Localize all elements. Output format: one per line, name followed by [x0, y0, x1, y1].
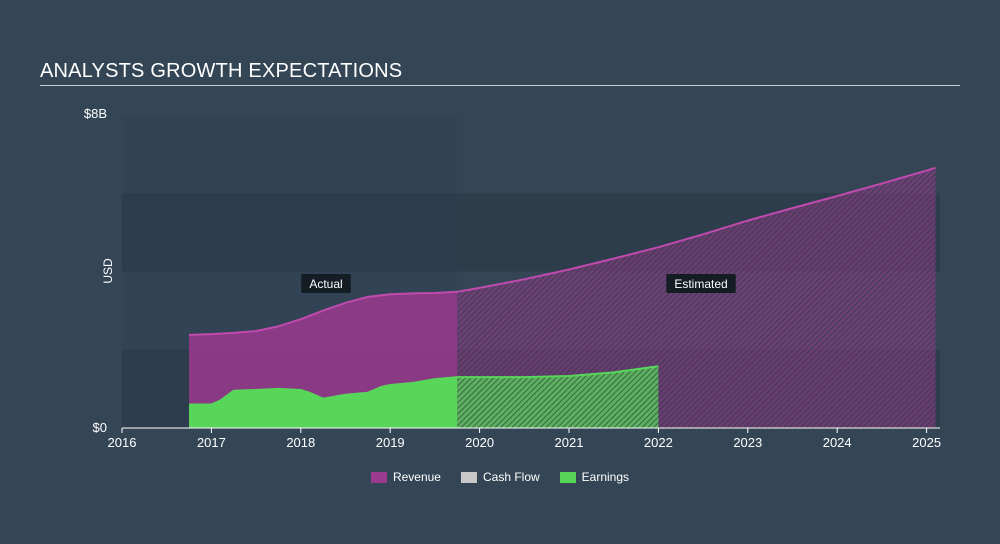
revenue-area-estimated — [457, 167, 936, 429]
legend-label-earnings: Earnings — [581, 470, 630, 484]
chart-legend: Revenue Cash Flow Earnings — [0, 470, 1000, 484]
y-tick-label-8b: $8B — [84, 106, 107, 121]
legend-label-revenue: Revenue — [392, 470, 441, 484]
earnings-area-estimated — [457, 366, 659, 428]
legend-swatch-revenue — [370, 471, 387, 483]
y-axis-label: USD — [101, 258, 115, 284]
estimated-label-bg — [666, 274, 736, 293]
estimated-label: Estimated — [674, 277, 727, 291]
x-tick-label-2018: 2018 — [286, 435, 315, 450]
earnings-area-actual — [189, 377, 458, 428]
actual-label-bg — [301, 274, 351, 293]
x-tick-label-2016: 2016 — [108, 435, 137, 450]
x-tick-label-2021: 2021 — [555, 435, 584, 450]
legend-swatch-earnings — [559, 471, 576, 483]
legend-item-revenue[interactable]: Revenue — [370, 470, 441, 484]
x-tick-label-2025: 2025 — [912, 435, 941, 450]
title-divider — [40, 85, 960, 86]
x-tick-label-2020: 2020 — [465, 435, 494, 450]
legend-item-earnings[interactable]: Earnings — [559, 470, 630, 484]
actual-label: Actual — [309, 277, 342, 291]
legend-swatch-cash-flow — [460, 471, 477, 483]
revenue-line — [188, 166, 936, 336]
chart-title: ANALYSTS GROWTH EXPECTATIONS — [40, 60, 403, 82]
legend-label-cash-flow: Cash Flow — [482, 470, 540, 484]
y-tick-label-0: $0 — [93, 420, 107, 435]
legend-item-cash-flow[interactable]: Cash Flow — [460, 470, 540, 484]
x-tick-label-2022: 2022 — [644, 435, 673, 450]
x-tick-label-2017: 2017 — [197, 435, 226, 450]
x-tick-label-2024: 2024 — [823, 435, 852, 450]
x-tick-label-2019: 2019 — [376, 435, 405, 450]
x-tick-label-2023: 2023 — [733, 435, 762, 450]
earnings-line — [189, 365, 659, 406]
